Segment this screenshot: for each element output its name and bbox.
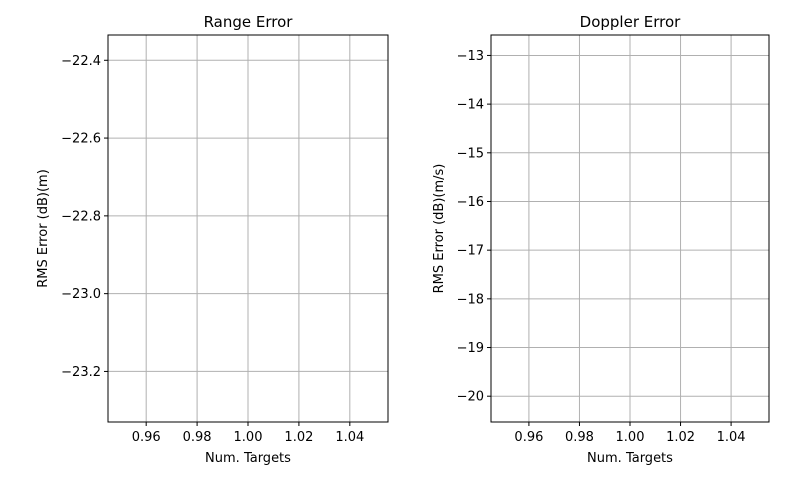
x-tick-label: 1.04 <box>335 430 364 445</box>
x-tick-label: 0.96 <box>132 430 161 445</box>
y-tick-label: −22.8 <box>61 209 101 224</box>
x-axis-label: Num. Targets <box>587 451 673 466</box>
x-tick-label: 1.02 <box>284 430 313 445</box>
x-tick-label: 0.96 <box>514 430 543 445</box>
chart-title: Doppler Error <box>580 13 681 31</box>
y-axis-label: RMS Error (dB)(m/s) <box>432 164 447 294</box>
chart-title: Range Error <box>204 13 294 31</box>
x-tick-label: 0.98 <box>565 430 594 445</box>
y-tick-label: −23.2 <box>61 365 101 380</box>
y-tick-label: −18 <box>457 292 484 307</box>
x-axis-label: Num. Targets <box>205 451 291 466</box>
y-tick-label: −17 <box>457 244 484 259</box>
x-tick-label: 1.00 <box>234 430 263 445</box>
x-tick-label: 1.00 <box>616 430 645 445</box>
y-axis-label: RMS Error (dB)(m) <box>36 169 51 288</box>
x-tick-label: 0.98 <box>183 430 212 445</box>
y-tick-label: −14 <box>457 98 484 113</box>
y-tick-label: −13 <box>457 49 484 64</box>
doppler-error-panel: Doppler Error 0.96 0.98 1.00 1.02 1.04 −13 −14… <box>432 13 770 466</box>
x-tick-label: 1.02 <box>666 430 695 445</box>
y-tick-label: −22.4 <box>61 54 101 69</box>
y-tick-label: −19 <box>457 341 484 356</box>
x-tick-label: 1.04 <box>717 430 746 445</box>
y-tick-label: −15 <box>457 146 484 161</box>
y-tick-label: −23.0 <box>61 287 101 302</box>
y-tick-label: −22.6 <box>61 132 101 147</box>
y-tick-label: −20 <box>457 390 484 405</box>
y-tick-label: −16 <box>457 195 484 210</box>
range-error-panel: Range Error 0.96 0.98 1.00 1.02 1.04 −22.4 −22… <box>36 13 389 466</box>
